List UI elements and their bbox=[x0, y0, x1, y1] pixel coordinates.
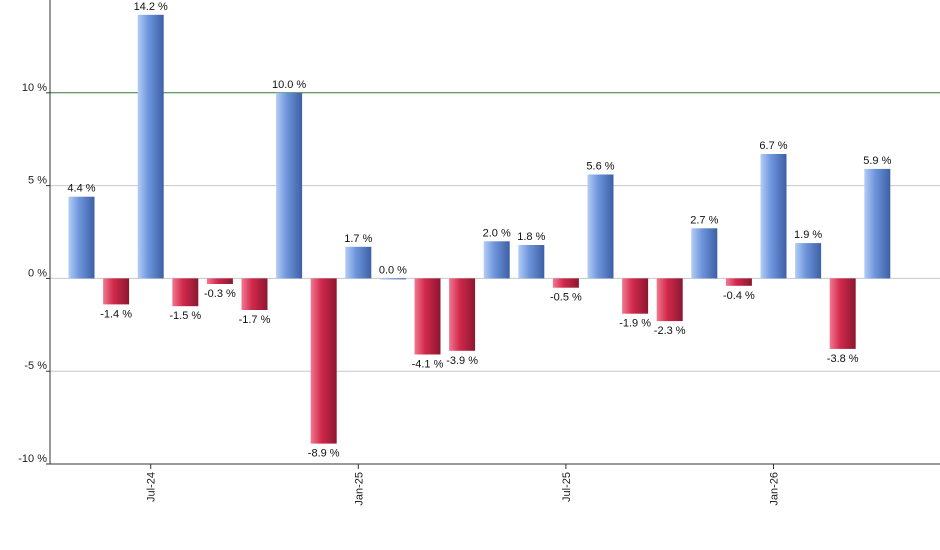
data-label: 6.7 % bbox=[759, 140, 787, 152]
data-label: -1.7 % bbox=[239, 314, 271, 326]
bar-Dec-24 bbox=[276, 92, 303, 279]
bar-Sep-24 bbox=[172, 278, 199, 307]
data-label: 2.0 % bbox=[483, 227, 511, 239]
x-tick-label: Jul-24 bbox=[146, 472, 158, 502]
bar-Jan-26 bbox=[725, 278, 752, 286]
bar-Sep-25 bbox=[587, 174, 614, 279]
bar-Mar-26 bbox=[795, 243, 822, 279]
data-label: 4.4 % bbox=[67, 183, 95, 195]
bar-Aug-25 bbox=[552, 278, 579, 288]
data-label: 1.7 % bbox=[344, 233, 372, 245]
data-label: 1.9 % bbox=[794, 229, 822, 241]
bar-Jan-25 bbox=[310, 278, 337, 444]
y-tick-label: 0 % bbox=[28, 267, 47, 279]
data-label: -1.4 % bbox=[100, 308, 132, 320]
bar-Jun-24 bbox=[68, 196, 95, 279]
bar-Nov-24 bbox=[241, 278, 268, 310]
data-label: 5.9 % bbox=[863, 155, 891, 167]
y-tick-label: 10 % bbox=[22, 82, 47, 94]
bar-Aug-24 bbox=[137, 14, 164, 279]
bar-May-25 bbox=[449, 278, 476, 351]
y-tick-label: -5 % bbox=[24, 360, 47, 372]
data-label: 1.8 % bbox=[517, 231, 545, 243]
data-label: 2.7 % bbox=[690, 214, 718, 226]
data-label: -8.9 % bbox=[308, 448, 340, 460]
bar-Jul-25 bbox=[518, 245, 545, 279]
bar-Dec-25 bbox=[691, 228, 718, 279]
bar-Feb-25 bbox=[345, 246, 372, 279]
data-label: -3.9 % bbox=[446, 355, 478, 367]
bar-May-26 bbox=[864, 168, 891, 279]
bar-Apr-26 bbox=[829, 278, 856, 349]
y-tick-label: 5 % bbox=[28, 175, 47, 187]
bars bbox=[68, 14, 891, 444]
bar-Mar-25 bbox=[379, 278, 406, 280]
bar-Oct-25 bbox=[622, 278, 649, 314]
x-tick-label: Jan-26 bbox=[769, 472, 781, 506]
data-label: -1.9 % bbox=[619, 318, 651, 330]
data-label: -3.8 % bbox=[827, 353, 859, 365]
data-label: 14.2 % bbox=[134, 1, 168, 13]
tick-labels: -10 % -5 % 0 % 5 % 10 % Jul-24 Jan-25 Jul-25 Jan… bbox=[18, 82, 780, 506]
data-label: -0.5 % bbox=[550, 292, 582, 304]
bar-Oct-24 bbox=[206, 278, 233, 284]
data-label: -1.5 % bbox=[169, 310, 201, 322]
data-label: 0.0 % bbox=[379, 264, 407, 276]
bar-Jul-24 bbox=[103, 278, 130, 305]
data-labels: 4.4 % -1.4 % 14.2 % -1.5 %-0.3 % -1.7 % 10.0 … bbox=[67, 1, 891, 460]
data-label: -2.3 % bbox=[654, 325, 686, 337]
axes bbox=[46, 0, 940, 469]
bar-Apr-25 bbox=[414, 278, 441, 355]
bar-Nov-25 bbox=[656, 278, 683, 322]
data-label: -0.4 % bbox=[723, 290, 755, 302]
x-tick-label: Jul-25 bbox=[561, 472, 573, 502]
bar-Feb-26 bbox=[760, 154, 787, 279]
data-label: 10.0 % bbox=[272, 79, 306, 91]
data-label: -0.3 % bbox=[204, 288, 236, 300]
data-label: 5.6 % bbox=[586, 161, 614, 173]
x-tick-label: Jan-25 bbox=[353, 472, 365, 506]
data-label: -4.1 % bbox=[412, 359, 444, 371]
bar-Jun-25 bbox=[483, 241, 510, 279]
y-tick-label: -10 % bbox=[18, 453, 47, 465]
